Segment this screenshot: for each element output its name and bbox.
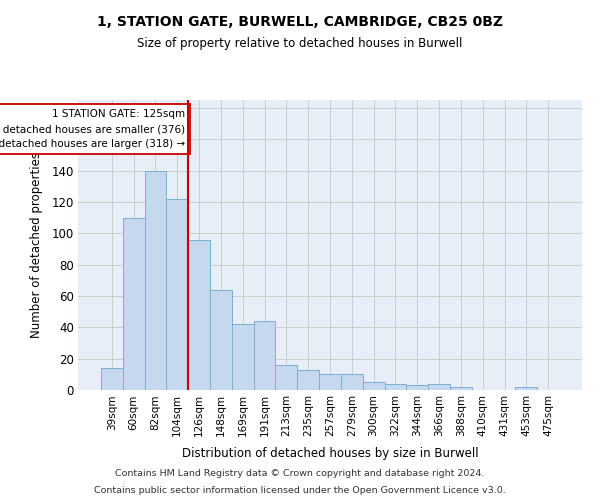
Bar bbox=[166, 199, 188, 390]
Bar bbox=[210, 290, 232, 390]
Text: Contains public sector information licensed under the Open Government Licence v3: Contains public sector information licen… bbox=[94, 486, 506, 495]
Y-axis label: Number of detached properties: Number of detached properties bbox=[30, 152, 43, 338]
Text: 1, STATION GATE, BURWELL, CAMBRIDGE, CB25 0BZ: 1, STATION GATE, BURWELL, CAMBRIDGE, CB2… bbox=[97, 15, 503, 29]
Bar bbox=[188, 240, 210, 390]
Bar bbox=[428, 384, 450, 390]
Bar bbox=[145, 170, 166, 390]
Text: Size of property relative to detached houses in Burwell: Size of property relative to detached ho… bbox=[137, 38, 463, 51]
Bar bbox=[275, 365, 297, 390]
Bar bbox=[450, 387, 472, 390]
Bar bbox=[297, 370, 319, 390]
Bar bbox=[101, 368, 123, 390]
Bar bbox=[515, 387, 537, 390]
Bar bbox=[232, 324, 254, 390]
Bar bbox=[406, 386, 428, 390]
X-axis label: Distribution of detached houses by size in Burwell: Distribution of detached houses by size … bbox=[182, 448, 478, 460]
Bar bbox=[385, 384, 406, 390]
Bar bbox=[341, 374, 363, 390]
Text: 1 STATION GATE: 125sqm
← 54% of detached houses are smaller (376)
46% of semi-de: 1 STATION GATE: 125sqm ← 54% of detached… bbox=[0, 110, 185, 149]
Bar bbox=[319, 374, 341, 390]
Bar bbox=[123, 218, 145, 390]
Text: Contains HM Land Registry data © Crown copyright and database right 2024.: Contains HM Land Registry data © Crown c… bbox=[115, 468, 485, 477]
Bar bbox=[254, 321, 275, 390]
Bar bbox=[363, 382, 385, 390]
